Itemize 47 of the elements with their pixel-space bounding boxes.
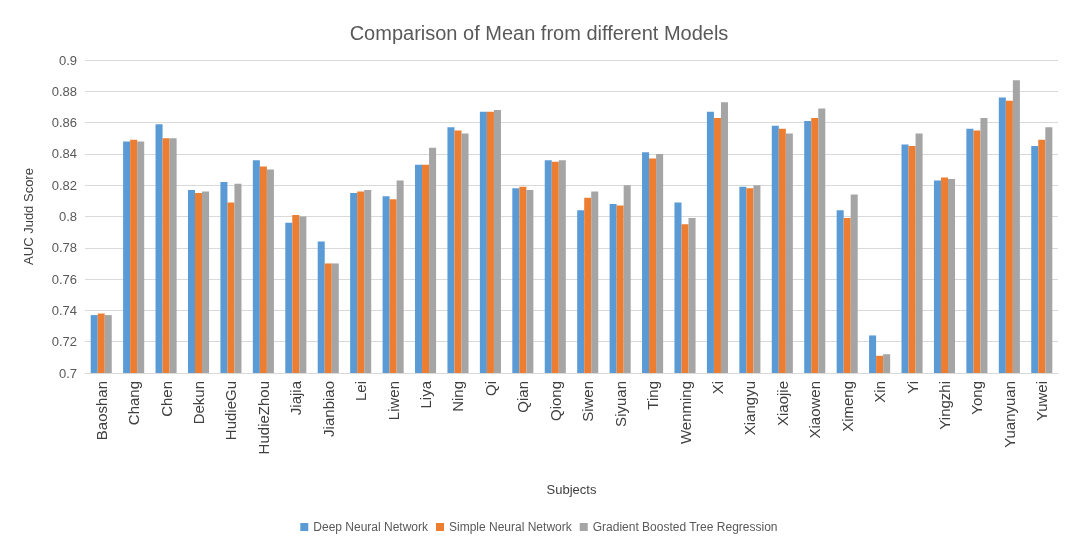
x-tick-label: Jiajia: [287, 380, 305, 416]
x-tick-label: Yingzhi: [935, 381, 953, 430]
y-tick-label: 0.7: [58, 365, 77, 381]
legend-label: Deep Neural Network: [313, 520, 430, 534]
y-tick-label: 0.84: [51, 146, 77, 162]
x-tick-label: Jianbiao: [319, 381, 337, 437]
x-tick-label: Xiaowen: [806, 381, 824, 439]
x-tick-label: Chen: [157, 381, 175, 417]
x-tick-label: Wenming: [676, 381, 694, 445]
legend-label: Simple Neural Network: [449, 520, 573, 534]
y-tick-label: 0.76: [51, 271, 77, 287]
y-tick-label: 0.86: [51, 115, 77, 131]
x-tick-label: HudieZhou: [254, 381, 272, 455]
x-tick-label: Ning: [449, 381, 467, 412]
x-tick-label: Qian: [514, 381, 532, 413]
x-tick-label: Siyuan: [611, 381, 629, 427]
x-tick-label: Yi: [903, 381, 921, 394]
x-tick-label: Xi: [708, 381, 726, 395]
legend-label: Gradient Boosted Tree Regression: [592, 520, 778, 534]
x-tick-label: Yuwei: [1033, 381, 1051, 422]
y-tick-label: 0.72: [51, 334, 77, 350]
chart-title: Comparison of Mean from different Models: [349, 22, 729, 44]
x-tick-label: HudieGu: [222, 381, 240, 441]
x-tick-label: Baoshan: [92, 381, 110, 441]
x-tick-label: Xiangyu: [741, 381, 759, 436]
x-tick-label: Lei: [352, 381, 370, 402]
x-tick-label: Liya: [417, 380, 435, 409]
x-tick-label: Siwen: [579, 381, 597, 422]
x-tick-label: Ximeng: [838, 381, 856, 432]
x-tick-label: Qi: [481, 381, 499, 396]
x-tick-label: Dekun: [190, 381, 208, 425]
y-tick-label: 0.82: [51, 177, 77, 193]
y-tick-label: 0.74: [51, 302, 77, 318]
y-tick-label: 0.88: [51, 83, 77, 99]
y-tick-label: 0.8: [58, 209, 77, 224]
x-tick-label: Chang: [125, 381, 143, 426]
x-axis-title: Subjects: [546, 482, 597, 497]
y-axis-title: AUC Judd Score: [21, 168, 36, 265]
x-tick-label: Liwen: [384, 381, 402, 421]
x-tick-label: Ting: [644, 381, 662, 410]
x-tick-label: Yong: [968, 381, 986, 415]
y-tick-label: 0.78: [51, 240, 77, 256]
x-tick-label: Xiaojie: [773, 381, 791, 427]
x-tick-label: Xin: [871, 381, 889, 403]
y-tick-label: 0.9: [58, 52, 77, 68]
x-tick-label: Qiong: [546, 381, 564, 422]
x-tick-label: Yuanyuan: [1000, 381, 1018, 448]
